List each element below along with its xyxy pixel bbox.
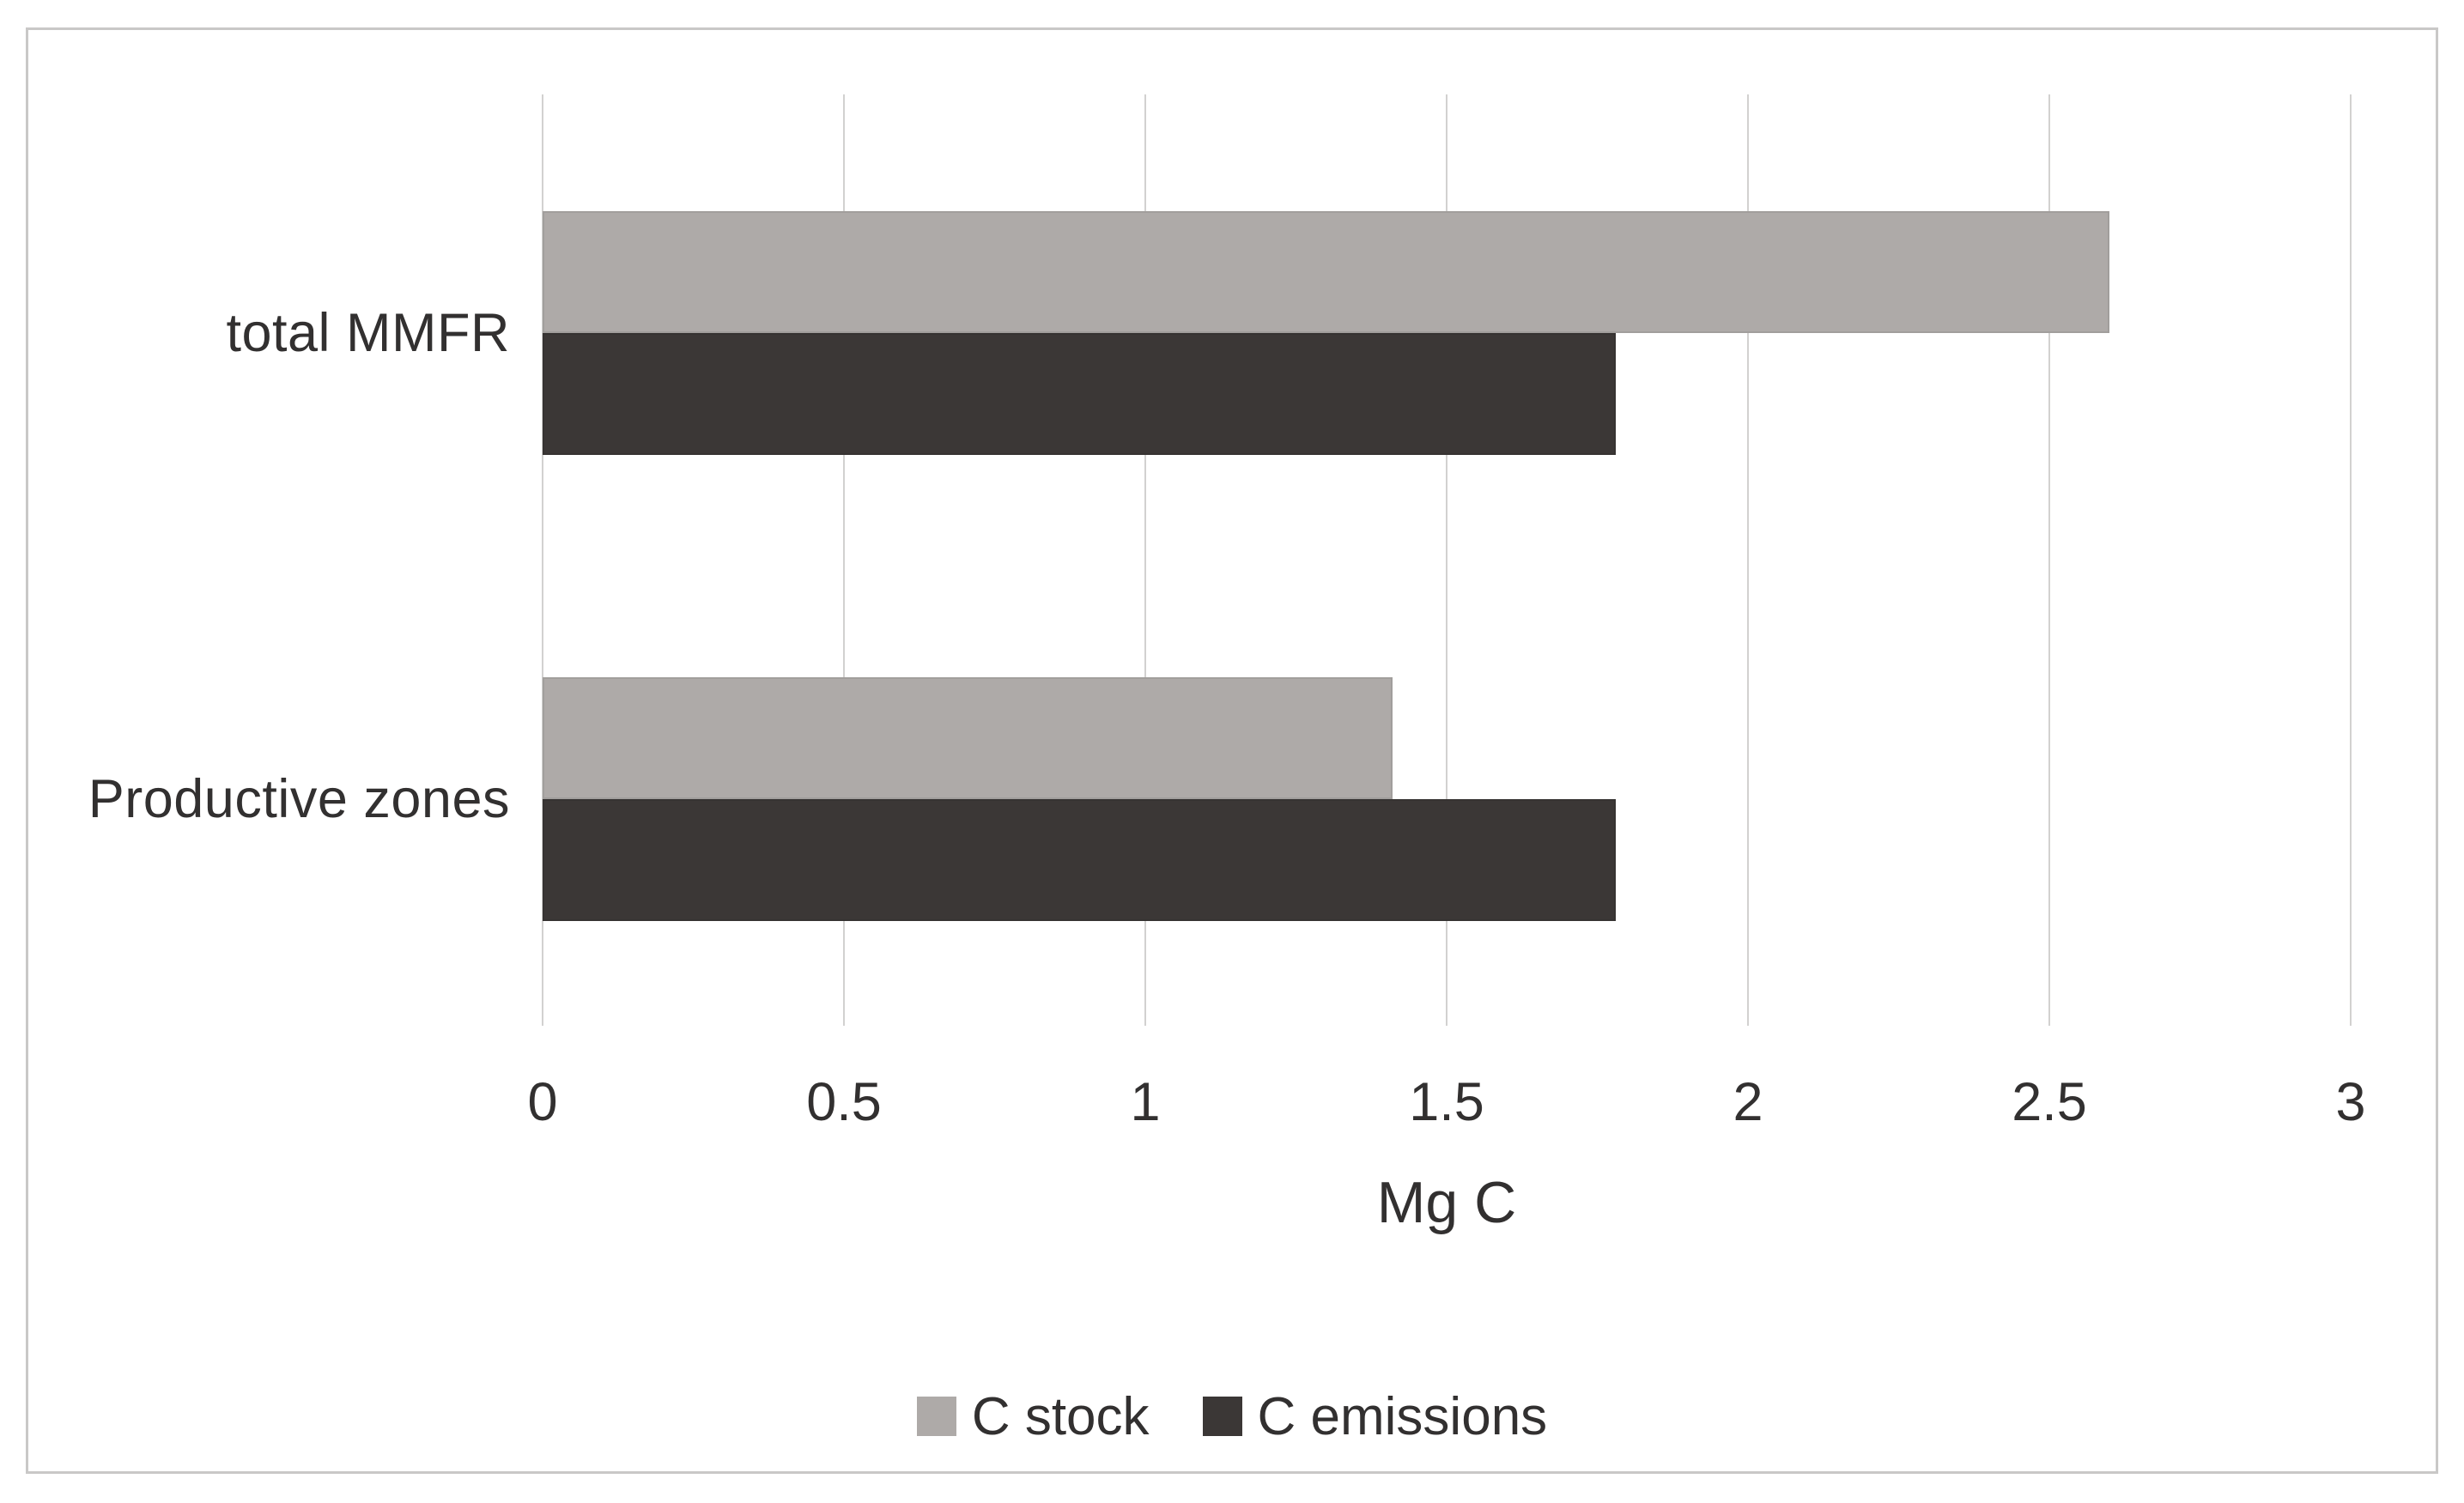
plot-area [542, 94, 2352, 1026]
legend-item: C emissions [1202, 1386, 1548, 1447]
chart-frame [26, 27, 2438, 1474]
gridline [1446, 94, 1447, 1026]
x-tick-label: 1.5 [1409, 1072, 1484, 1132]
x-tick-label: 3 [2335, 1072, 2366, 1132]
legend-swatch [916, 1397, 956, 1436]
category-axis: total MMFR Productive zones [0, 0, 543, 1503]
legend-label: C emissions [1257, 1386, 1548, 1446]
category-label: total MMFR [226, 303, 510, 363]
x-tick-label: 2 [1733, 1072, 1763, 1132]
gridline [2350, 94, 2352, 1026]
bar-c-stock [543, 211, 2110, 333]
legend: C stock C emissions [26, 1372, 2438, 1461]
gridline [1144, 94, 1146, 1026]
gridline [1747, 94, 1749, 1026]
x-tick-label: 1 [1130, 1072, 1161, 1132]
legend-item: C stock [916, 1386, 1150, 1447]
legend-swatch [1202, 1397, 1242, 1436]
value-axis-line [542, 94, 543, 1026]
x-tick-label: 0 [527, 1072, 558, 1132]
x-axis-ticks: 0 0.5 1 1.5 2 2.5 3 [527, 1071, 2365, 1148]
bar-c-emissions [543, 798, 1616, 921]
category-label: Productive zones [88, 768, 510, 829]
bar-c-stock [543, 676, 1393, 799]
x-tick-label: 2.5 [2012, 1072, 2087, 1132]
gridline [2048, 94, 2050, 1026]
legend-label: C stock [971, 1386, 1150, 1446]
bar-c-emissions [543, 333, 1616, 455]
x-tick-label: 0.5 [806, 1072, 882, 1132]
gridline [843, 94, 845, 1026]
x-axis-title: Mg C [1376, 1170, 1517, 1235]
